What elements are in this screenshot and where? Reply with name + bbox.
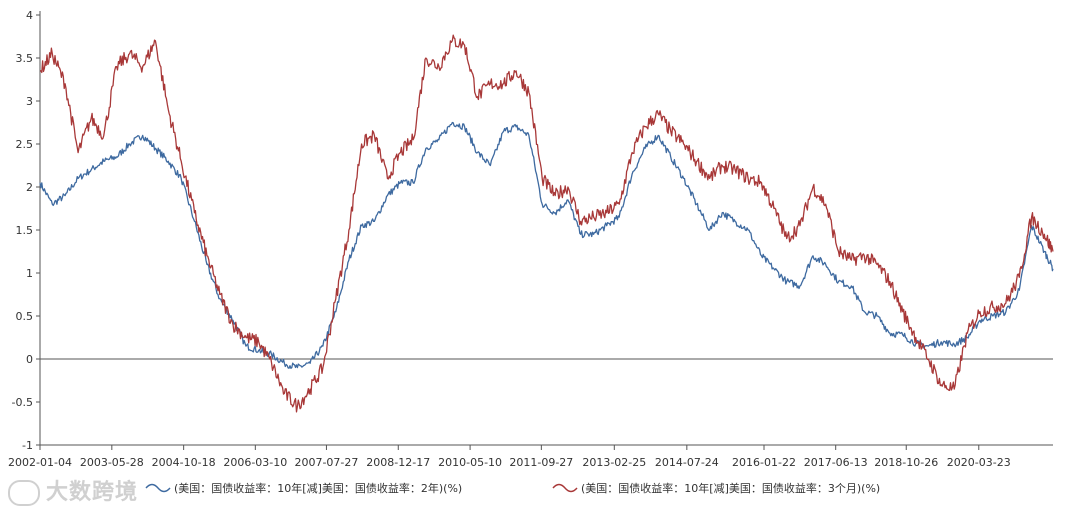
legend-swatch-series-1 — [145, 483, 171, 493]
legend-label-series-1: (美国：国债收益率：10年[减]美国：国债收益率：2年)(%) — [174, 481, 462, 495]
legend-label-series-2: (美国：国债收益率：10年[减]美国：国债收益率：3个月)(%) — [581, 481, 880, 495]
x-tick-label: 2004-10-18 — [152, 456, 216, 469]
series-line-1 — [39, 121, 1054, 369]
y-tick-label: 3 — [26, 95, 33, 108]
y-tick-label: 3.5 — [16, 52, 34, 65]
x-tick-label: 2002-01-04 — [8, 456, 72, 469]
x-tick-label: 2017-06-13 — [804, 456, 868, 469]
y-tick-label: 0.5 — [16, 310, 34, 323]
x-axis: 2002-01-04 2003-05-28 2004-10-18 2006-03-10… — [8, 444, 1053, 469]
y-tick-label: -0.5 — [12, 396, 33, 409]
y-tick-label: 2 — [26, 181, 33, 194]
y-tick-label: -1 — [22, 439, 33, 452]
y-tick-label: 0 — [26, 353, 33, 366]
series-line-2 — [39, 34, 1054, 413]
y-axis: -1 -0.5 0 0.5 1 1.5 2 2.5 3 3.5 4 — [12, 9, 41, 452]
x-tick-label: 2010-05-10 — [438, 456, 502, 469]
x-tick-label: 2007-07-27 — [294, 456, 358, 469]
watermark-text: 大数跨境 — [46, 480, 139, 505]
x-tick-label: 2014-07-24 — [655, 456, 719, 469]
series-layer — [39, 34, 1054, 413]
x-tick-label: 2003-05-28 — [80, 456, 144, 469]
x-tick-label: 2008-12-17 — [366, 456, 430, 469]
y-tick-label: 1.5 — [16, 224, 34, 237]
x-tick-label: 2013-02-25 — [582, 456, 646, 469]
legend: (美国：国债收益率：10年[减]美国：国债收益率：2年)(%) (美国：国债收益… — [145, 481, 880, 495]
legend-swatch-series-2 — [552, 483, 578, 493]
watermark: 大数跨境 — [8, 474, 138, 506]
watermark-logo-icon — [8, 480, 40, 506]
y-tick-label: 2.5 — [16, 138, 34, 151]
y-tick-label: 1 — [26, 267, 33, 280]
y-tick-label: 4 — [26, 9, 33, 22]
x-tick-label: 2020-03-23 — [947, 456, 1011, 469]
x-tick-label: 2006-03-10 — [223, 456, 287, 469]
x-tick-label: 2018-10-26 — [874, 456, 938, 469]
x-tick-label: 2011-09-27 — [509, 456, 573, 469]
x-tick-label: 2016-01-22 — [732, 456, 796, 469]
